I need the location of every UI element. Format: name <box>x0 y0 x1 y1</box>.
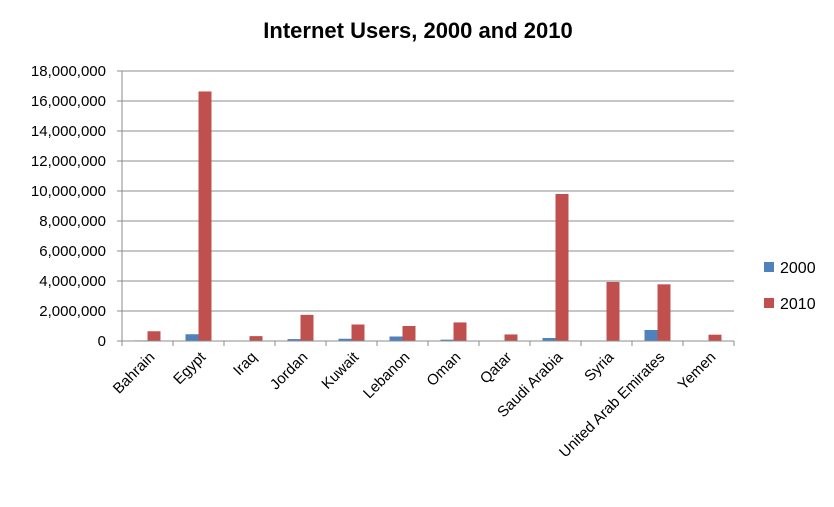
bars <box>134 91 722 342</box>
legend-label-2010: 2010 <box>780 296 816 313</box>
x-tick-label: Egypt <box>170 348 210 388</box>
x-tick-label: Bahrain <box>110 349 159 398</box>
bar-2010-saudi-arabia <box>555 194 569 341</box>
y-tick-label: 14,000,000 <box>31 123 106 140</box>
y-tick-label: 6,000,000 <box>39 243 106 260</box>
bar-2000-jordan <box>287 339 301 341</box>
y-tick-label: 8,000,000 <box>39 213 106 230</box>
bar-2010-egypt <box>198 91 212 342</box>
y-tick-label: 18,000,000 <box>31 63 106 80</box>
legend-label-2000: 2000 <box>780 260 816 277</box>
gridlines <box>117 70 734 342</box>
x-tick-label: Qatar <box>477 349 516 388</box>
bar-2010-qatar <box>504 334 518 341</box>
x-tick-label: Yemen <box>675 349 720 394</box>
chart-title: Internet Users, 2000 and 2010 <box>263 18 572 43</box>
bar-2000-oman <box>440 339 454 341</box>
x-tick-label: Syria <box>581 348 618 385</box>
bar-2010-kuwait <box>351 324 365 341</box>
axes <box>121 71 735 346</box>
legend: 2000 2010 <box>764 260 816 313</box>
bar-2000-saudi-arabia <box>542 338 556 341</box>
bar-2000-egypt <box>185 334 199 341</box>
bar-2010-bahrain <box>147 331 161 341</box>
x-tick-label: Kuwait <box>318 348 362 392</box>
y-tick-label: 12,000,000 <box>31 153 106 170</box>
y-axis-ticks: 0 2,000,000 4,000,000 6,000,000 8,000,000 10,… <box>31 63 106 350</box>
bar-2010-lebanon <box>402 326 416 341</box>
bar-2010-iraq <box>249 336 263 341</box>
bar-2000-lebanon <box>389 336 403 341</box>
y-tick-label: 10,000,000 <box>31 183 106 200</box>
y-tick-label: 2,000,000 <box>39 303 106 320</box>
x-tick-label: Jordan <box>267 349 311 393</box>
x-tick-label: Oman <box>423 349 464 390</box>
y-tick-label: 4,000,000 <box>39 273 106 290</box>
bar-2010-syria <box>606 281 620 341</box>
bar-2000-united-arab-emirates <box>644 329 658 341</box>
y-tick-label: 16,000,000 <box>31 93 106 110</box>
legend-swatch-2010 <box>764 298 774 308</box>
bar-2000-kuwait <box>338 338 352 341</box>
x-tick-label: Lebanon <box>360 349 413 402</box>
bar-2010-oman <box>453 322 467 341</box>
x-tick-label: Iraq <box>230 349 260 379</box>
bar-2010-yemen <box>708 334 722 341</box>
bar-2010-jordan <box>300 314 314 341</box>
bar-2010-united-arab-emirates <box>657 284 671 341</box>
y-tick-label: 0 <box>98 333 106 350</box>
legend-swatch-2000 <box>764 262 774 272</box>
